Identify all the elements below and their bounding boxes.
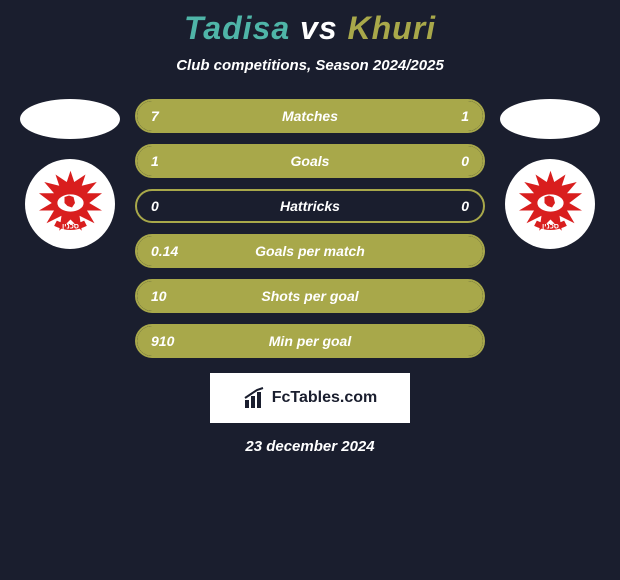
- player1-name: Tadisa: [184, 10, 290, 46]
- main-area: סכנין 7 Matches 1 1 Goals 0 0 Hattricks 0 0.14 Goa…: [0, 99, 620, 358]
- stat-fill-right: [421, 101, 483, 131]
- player2-name: Khuri: [348, 10, 437, 46]
- club-logo-icon: סכנין: [33, 167, 108, 242]
- stat-value-left: 0.14: [151, 243, 178, 259]
- stat-value-left: 0: [151, 198, 159, 214]
- stat-value-left: 1: [151, 153, 159, 169]
- chart-icon: [243, 386, 267, 410]
- stat-label: Min per goal: [269, 333, 351, 349]
- stat-row: 910 Min per goal: [135, 324, 485, 358]
- stat-value-left: 7: [151, 108, 159, 124]
- stat-fill-left: [137, 101, 421, 131]
- svg-text:סכנין: סכנין: [541, 221, 558, 230]
- comparison-title: Tadisa vs Khuri: [184, 10, 436, 47]
- player1-avatar: [20, 99, 120, 139]
- stat-label: Goals per match: [255, 243, 365, 259]
- stat-row: 1 Goals 0: [135, 144, 485, 178]
- player2-avatar: [500, 99, 600, 139]
- vs-separator: vs: [300, 10, 338, 46]
- branding-badge: FcTables.com: [210, 373, 410, 423]
- stat-value-right: 0: [461, 153, 469, 169]
- main-container: Tadisa vs Khuri Club competitions, Seaso…: [0, 0, 620, 465]
- player1-club-logo: סכנין: [25, 159, 115, 249]
- stat-value-right: 0: [461, 198, 469, 214]
- stat-label: Hattricks: [280, 198, 340, 214]
- club-logo-icon: סכנין: [513, 167, 588, 242]
- player1-column: סכנין: [20, 99, 120, 249]
- player2-club-logo: סכנין: [505, 159, 595, 249]
- stat-row: 7 Matches 1: [135, 99, 485, 133]
- stat-row: 0 Hattricks 0: [135, 189, 485, 223]
- svg-text:סכנין: סכנין: [61, 221, 78, 230]
- date-label: 23 december 2024: [245, 438, 374, 455]
- subtitle: Club competitions, Season 2024/2025: [176, 57, 444, 74]
- player2-column: סכנין: [500, 99, 600, 249]
- stat-label: Matches: [282, 108, 338, 124]
- stat-value-right: 1: [461, 108, 469, 124]
- branding-text: FcTables.com: [272, 389, 378, 407]
- stat-value-left: 910: [151, 333, 174, 349]
- stats-column: 7 Matches 1 1 Goals 0 0 Hattricks 0 0.14 Goals per…: [135, 99, 485, 358]
- stat-label: Goals: [291, 153, 330, 169]
- stat-label: Shots per goal: [261, 288, 358, 304]
- stat-row: 0.14 Goals per match: [135, 234, 485, 268]
- stat-value-left: 10: [151, 288, 167, 304]
- stat-row: 10 Shots per goal: [135, 279, 485, 313]
